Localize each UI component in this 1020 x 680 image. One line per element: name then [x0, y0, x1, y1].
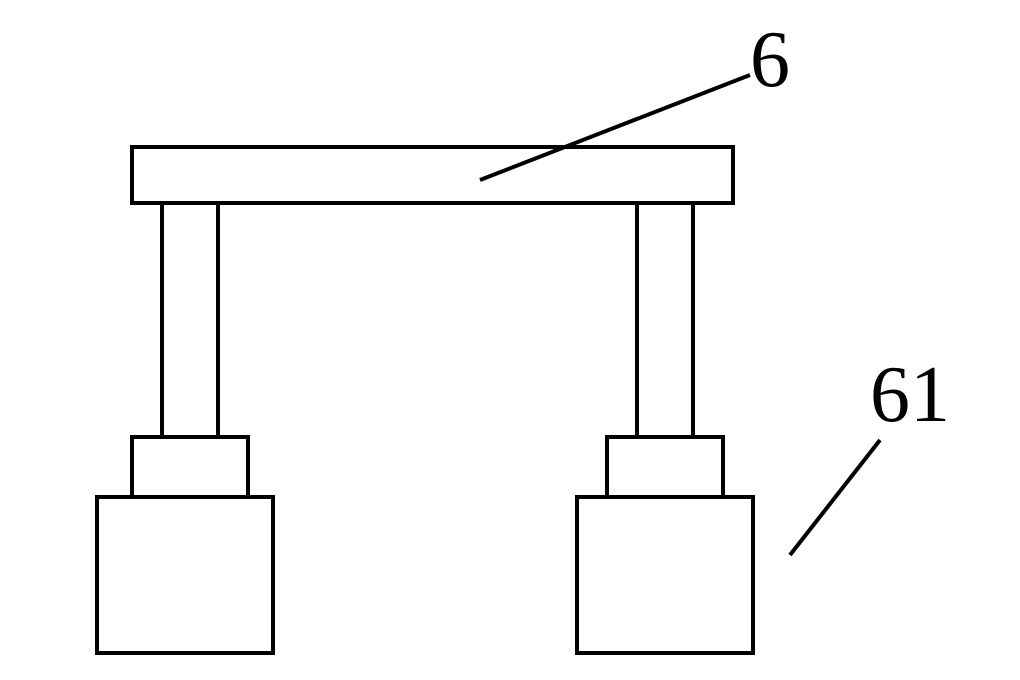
leader-61: [0, 0, 1020, 680]
leader-61-line: [790, 440, 880, 555]
diagram-canvas: 6 61: [0, 0, 1020, 680]
